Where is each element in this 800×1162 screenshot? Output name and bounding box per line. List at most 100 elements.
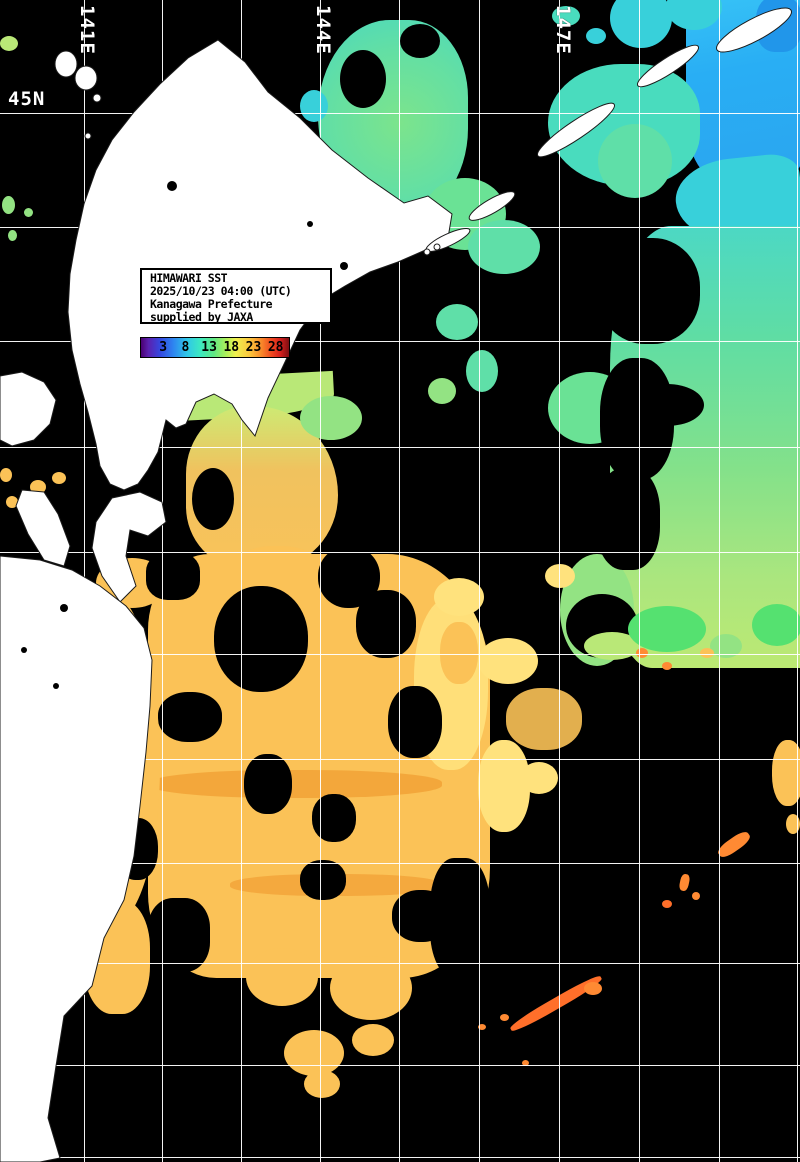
grid-parallel bbox=[0, 113, 800, 114]
sst-patch bbox=[466, 350, 498, 392]
sst-patch bbox=[2, 196, 15, 214]
sst-patch bbox=[478, 638, 538, 684]
grid-meridian bbox=[797, 0, 798, 1162]
sst-patch bbox=[8, 230, 17, 241]
sst-patch bbox=[662, 662, 672, 670]
sst-patch bbox=[430, 858, 490, 978]
grid-parallel bbox=[0, 341, 800, 342]
sst-patch bbox=[545, 564, 575, 588]
sst-patch bbox=[148, 898, 210, 972]
grid-parallel bbox=[0, 1157, 800, 1158]
grid-parallel bbox=[0, 1065, 800, 1066]
longitude-label-144e: 144E bbox=[312, 5, 334, 55]
lake bbox=[53, 683, 59, 689]
lake bbox=[307, 221, 313, 227]
sst-patch bbox=[586, 28, 606, 44]
grid-meridian bbox=[479, 0, 480, 1162]
sst-patch bbox=[700, 648, 714, 658]
cloud-blob bbox=[92, 93, 102, 103]
sst-patch bbox=[478, 740, 530, 832]
sst-patch bbox=[300, 396, 362, 440]
sst-patch bbox=[636, 648, 648, 658]
sst-patch bbox=[158, 692, 222, 742]
sst-patch bbox=[300, 90, 328, 122]
info-box: HIMAWARI SST 2025/10/23 04:00 (UTC) Kana… bbox=[140, 268, 332, 324]
cloud-blob bbox=[54, 50, 78, 78]
colorbar-tick: 8 bbox=[181, 340, 190, 355]
sst-patch bbox=[630, 384, 704, 426]
colorbar-tick: 18 bbox=[223, 340, 240, 355]
colorbar-tick: 3 bbox=[159, 340, 168, 355]
lake bbox=[340, 262, 348, 270]
sst-patch bbox=[598, 124, 672, 198]
sst-patch bbox=[284, 1030, 344, 1076]
sst-patch bbox=[436, 304, 478, 340]
cloud-blob bbox=[0, 371, 57, 447]
sst-patch bbox=[30, 480, 46, 494]
sst-patch bbox=[692, 892, 700, 900]
sst-patch bbox=[340, 50, 386, 108]
sst-patch bbox=[312, 794, 356, 842]
sst-patch bbox=[610, 0, 672, 48]
lake bbox=[21, 647, 27, 653]
sst-patch bbox=[428, 378, 456, 404]
grid-meridian bbox=[559, 0, 560, 1162]
info-datetime: 2025/10/23 04:00 (UTC) bbox=[150, 284, 292, 298]
grid-meridian bbox=[162, 0, 163, 1162]
lake bbox=[60, 604, 68, 612]
info-prefecture: Kanagawa Prefecture bbox=[150, 297, 273, 311]
longitude-label-147e: 147E bbox=[552, 5, 574, 55]
grid-meridian bbox=[399, 0, 400, 1162]
kuril-island bbox=[636, 44, 700, 88]
sst-patch bbox=[506, 688, 582, 750]
longitude-label-141e: 141E bbox=[76, 5, 98, 55]
grid-meridian bbox=[639, 0, 640, 1162]
colorbar-tick: 13 bbox=[201, 340, 217, 355]
sst-patch bbox=[0, 36, 18, 51]
latitude-label-45n: 45N bbox=[8, 88, 46, 110]
lake bbox=[167, 181, 177, 191]
colorbar-tick: 23 bbox=[245, 340, 262, 355]
sst-patch bbox=[596, 468, 660, 570]
tsugaru-peninsula bbox=[15, 489, 71, 567]
kuril-island bbox=[537, 102, 615, 158]
sst-patch bbox=[300, 860, 346, 900]
sst-patch bbox=[0, 468, 12, 482]
sst-patch bbox=[192, 468, 234, 530]
sst-patch bbox=[520, 762, 558, 794]
sst-patch bbox=[478, 1024, 486, 1030]
sst-patch bbox=[150, 770, 442, 798]
sst-patch bbox=[146, 552, 200, 600]
grid-parallel bbox=[0, 963, 800, 964]
kuril-island bbox=[423, 248, 431, 256]
sst-patch bbox=[500, 1014, 509, 1021]
sst-patch bbox=[468, 220, 540, 274]
honshu-landmass bbox=[0, 555, 153, 1162]
sst-patch bbox=[628, 606, 706, 652]
grid-meridian bbox=[241, 0, 242, 1162]
sst-patch bbox=[388, 686, 442, 758]
shimokita-peninsula bbox=[91, 491, 167, 603]
sst-patch bbox=[522, 1060, 529, 1066]
grid-meridian bbox=[719, 0, 720, 1162]
grid-meridian bbox=[320, 0, 321, 1162]
sst-patch bbox=[52, 472, 66, 484]
grid-parallel bbox=[0, 447, 800, 448]
sst-patch bbox=[662, 900, 672, 908]
grid-parallel bbox=[0, 863, 800, 864]
grid-parallel bbox=[0, 654, 800, 655]
sst-patch bbox=[330, 956, 412, 1020]
sst-patch bbox=[6, 496, 18, 508]
sst-patch bbox=[598, 238, 700, 344]
info-credit: supplied by JAXA bbox=[150, 310, 253, 324]
grid-parallel bbox=[0, 552, 800, 553]
colorbar-tick: 28 bbox=[267, 340, 284, 355]
sst-patch bbox=[752, 604, 800, 646]
sst-patch bbox=[24, 208, 33, 217]
cloud-blob bbox=[74, 65, 98, 91]
sst-patch bbox=[214, 586, 308, 692]
kuril-island bbox=[716, 7, 792, 53]
sst-patch bbox=[352, 1024, 394, 1056]
